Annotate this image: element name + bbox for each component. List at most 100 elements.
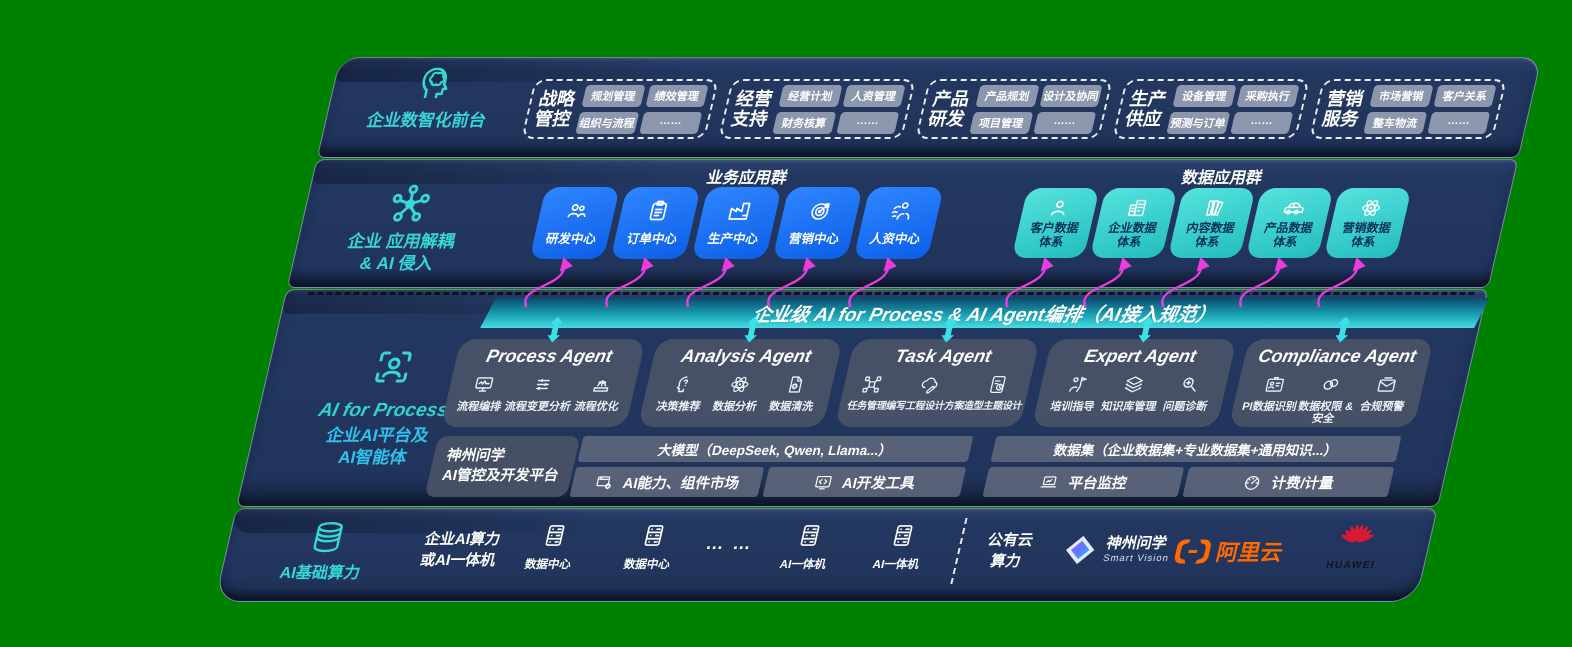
platform-monitor-cell: 平台监控: [982, 467, 1185, 497]
group-title: 战略 管控: [532, 88, 578, 129]
public-cloud-label: 公有云 算力: [985, 532, 1035, 570]
ellipsis-dots: … …: [703, 533, 756, 553]
alicloud-logo: 阿里云: [1171, 535, 1286, 567]
huawei-name: HUAWEI: [1324, 560, 1377, 571]
llm-strip: 大模型（DeepSeek, Qwen, Llama...）: [577, 436, 974, 462]
app-box-label: 订单中心: [625, 232, 679, 246]
chip: ……: [638, 111, 703, 134]
node-label: 数据中心: [622, 559, 672, 571]
database-icon: [306, 519, 350, 555]
chip: 设备管理: [1172, 84, 1237, 107]
group-operation-support: 经营 支持 经营计划 人资管理 财务核算 ……: [718, 79, 916, 139]
group-strategy-control: 战略 管控 规划管理 绩效管理 组织与流程 ……: [521, 79, 719, 139]
group-title: 生产 供应: [1123, 88, 1169, 129]
data-app-group-title: 数据应用群: [1179, 170, 1264, 187]
id-card-icon: [1262, 374, 1288, 395]
decision-head-icon: [671, 374, 697, 395]
chip: 绩效管理: [645, 84, 709, 107]
node-label: AI一体机: [778, 559, 828, 571]
infra-title: AI基础算力: [277, 565, 362, 582]
expert-agent-card: Expert Agent 培训指导 知识库管理 问题诊断: [1031, 339, 1237, 427]
group-marketing-service: 营销 服务 市场营销 客户关系 整车物流 ……: [1309, 79, 1507, 139]
data-box-customer: 客户数据 体系: [1011, 188, 1100, 258]
books-icon: [1202, 197, 1229, 219]
app-box-hr-center: 人资中心: [853, 187, 944, 259]
data-box-label: 营销数据 体系: [1340, 220, 1393, 249]
chip: ……: [1426, 111, 1491, 134]
group-title: 产品 研发: [926, 88, 972, 129]
group-title: 经营 支持: [729, 88, 775, 129]
agent-title: Expert Agent: [1082, 346, 1199, 366]
smartvision-subtitle: Smart Vision: [1102, 552, 1171, 564]
process-agent-card: Process Agent 流程编排 流程变更分析 流程优化: [440, 339, 646, 427]
dashed-divider: [950, 518, 968, 584]
app-box-rd-center: 研发中心: [529, 187, 620, 259]
optimize-icon: [589, 374, 615, 395]
dataset-strip: 数据集（企业数据集+专业数据集+通用知识...）: [990, 436, 1402, 462]
people-flow-icon: [887, 199, 917, 223]
cloud-edit-icon: [917, 374, 943, 395]
compliance-agent-card: Compliance Agent PI数据识别 数据权限 & 安全 合规预警: [1228, 339, 1434, 427]
data-box-label: 内容数据 体系: [1184, 220, 1237, 249]
front-office-groups: 战略 管控 规划管理 绩效管理 组织与流程 …… 经营 支持 经营计划 人资管理…: [521, 79, 1507, 139]
business-app-row: 研发中心 订单中心 生产中心 营销中心 人资中心: [529, 187, 944, 259]
billing-gauge-icon: [1241, 473, 1264, 492]
task-grid-icon: [859, 374, 885, 395]
training-icon: [1065, 374, 1091, 395]
app-box-label: 生产中心: [706, 232, 760, 246]
ai-market-label: AI能力、组件市场: [621, 475, 741, 492]
ai-platform-agent-label: 企业AI平台及 AI智能体: [324, 426, 431, 468]
agent-item: 造型主题设计: [962, 401, 1024, 412]
data-box-label: 客户数据 体系: [1028, 220, 1081, 249]
app-box-label: 研发中心: [544, 232, 598, 246]
group-production-supply: 生产 供应 设备管理 采购执行 预测与订单 ……: [1112, 79, 1310, 139]
platform-monitor-icon: [1038, 473, 1061, 492]
knowledge-layers-icon: [1121, 374, 1147, 395]
compliance-alert-icon: [1374, 374, 1400, 395]
ai-appliance-node: AI一体机: [859, 522, 941, 572]
infra-label-block: AI基础算力: [262, 519, 389, 583]
huawei-logo: HUAWEI: [1314, 522, 1395, 571]
chip: ……: [1229, 111, 1294, 134]
data-box-label: 企业数据 体系: [1106, 220, 1159, 249]
agent-item: 问题诊断: [1161, 401, 1209, 413]
decoupling-label-block: 企业 应用解耦 & AI 侵入: [309, 182, 501, 275]
server-icon: [637, 522, 670, 549]
front-office-band: 企业数智化前台 战略 管控 规划管理 绩效管理 组织与流程 …… 经营 支持 经…: [316, 57, 1542, 158]
server-icon: [886, 522, 919, 549]
data-clean-doc-icon: [783, 374, 809, 395]
chip: 采购执行: [1236, 84, 1300, 107]
ai-scan-person-icon: [368, 346, 420, 388]
chip: 项目管理: [969, 111, 1033, 134]
smartvision-gem-icon: [1059, 533, 1101, 567]
task-agent-card: Task Agent 任务管理 编写工程设计方案 造型主题设计: [834, 339, 1040, 427]
chip: 组织与流程: [575, 111, 639, 134]
smartvision-name: 神州问学: [1104, 535, 1169, 553]
diagnose-icon: [1177, 374, 1203, 395]
data-app-row: 客户数据 体系 企业数据 体系 内容数据 体系 产品数据 体系 营销数据 体系: [1011, 188, 1412, 258]
ai-for-process-label: AI for Process: [316, 400, 451, 421]
chip: ……: [1032, 111, 1097, 134]
factory-icon: [725, 199, 755, 223]
agent-item: 培训指导: [1048, 401, 1096, 413]
agent-title: Compliance Agent: [1256, 346, 1419, 366]
chip: 人资管理: [842, 84, 906, 107]
dataset-group: 数据集（企业数据集+专业数据集+通用知识...） 平台监控 计费/计量: [982, 436, 1402, 497]
business-app-group-title: 业务应用群: [704, 170, 789, 187]
target-icon: [806, 199, 836, 223]
node-label: 数据中心: [523, 559, 573, 571]
chip: 产品规划: [975, 84, 1040, 107]
agent-item: 数据分析: [711, 401, 759, 413]
checklist-tablet-icon: [985, 374, 1011, 395]
enterprise-compute-label: 企业AI算力 或AI一体机: [418, 531, 503, 569]
data-box-label: 产品数据 体系: [1262, 220, 1315, 249]
data-permission-icon: [1318, 374, 1344, 395]
atom-icon: [727, 374, 753, 395]
agent-item: PI数据识别: [1240, 401, 1298, 413]
node-label: AI一体机: [871, 559, 921, 571]
agent-item: 编写工程设计方案: [884, 401, 966, 412]
ai-platform-band: 企业级 AI for Process & AI Agent编排（AI接入规范） …: [236, 289, 1490, 507]
building-icon: [1124, 197, 1151, 219]
flow-steps-icon: [530, 374, 556, 395]
app-box-order-center: 订单中心: [610, 187, 701, 259]
